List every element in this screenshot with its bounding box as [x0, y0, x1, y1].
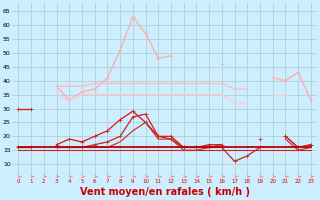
X-axis label: Vent moyen/en rafales ( km/h ): Vent moyen/en rafales ( km/h ) [80, 187, 250, 197]
